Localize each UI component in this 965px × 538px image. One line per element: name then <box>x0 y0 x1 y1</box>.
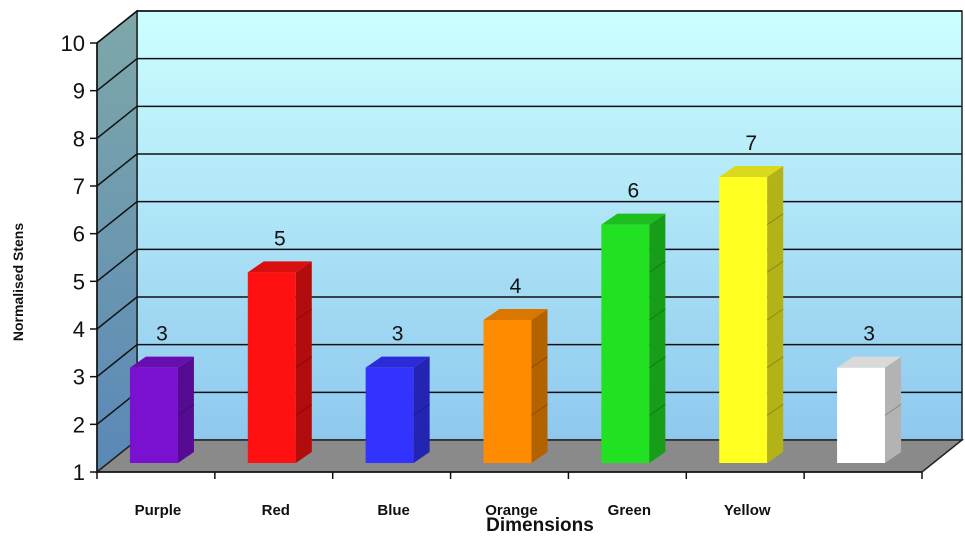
category-label: Orange <box>485 502 538 519</box>
y-tick-label: 7 <box>73 174 85 199</box>
bar-front <box>129 367 178 463</box>
bar <box>365 356 430 463</box>
y-tick-label: 5 <box>73 269 85 294</box>
bar-segment <box>649 308 666 321</box>
bar-side <box>649 213 666 463</box>
bar-segment <box>766 213 784 226</box>
data-label: 5 <box>274 227 286 250</box>
bar-segment <box>531 403 548 416</box>
gridline-side <box>96 201 138 235</box>
bars <box>129 166 902 463</box>
labels: 1 2 3 4 5 6 7 8 9 10 3 Purple 5 Red 3 Blue 4 Orange 6 Green… <box>61 31 875 519</box>
bar <box>601 213 666 463</box>
y-tick-label: 2 <box>73 412 85 437</box>
data-label: 3 <box>156 323 168 346</box>
y-axis-title: Normalised Stens <box>10 223 26 341</box>
gridline-side <box>96 10 138 44</box>
bar-front <box>365 367 414 463</box>
category-label: Blue <box>377 502 410 519</box>
gridline-side <box>96 344 138 378</box>
bar-segment <box>766 308 784 321</box>
x-axis-title: Dimensions <box>486 515 594 536</box>
bar-front <box>837 367 886 463</box>
gridline-side <box>96 153 138 187</box>
bar-segment <box>413 403 430 416</box>
bar <box>483 309 548 463</box>
bar <box>247 261 313 463</box>
gridline-side <box>96 296 138 330</box>
bar-front <box>247 272 296 463</box>
y-tick-label: 6 <box>73 222 85 247</box>
data-label: 7 <box>745 132 757 155</box>
bar-segment <box>766 403 784 416</box>
bar-segment <box>649 260 666 273</box>
gridline-side <box>96 105 138 139</box>
bar-top <box>247 261 312 273</box>
bar-front <box>483 320 532 463</box>
data-label: 3 <box>863 323 875 346</box>
bar-top <box>129 356 194 368</box>
bar-segment <box>884 403 902 416</box>
bar-segment <box>766 260 784 273</box>
data-label: 4 <box>510 275 522 298</box>
category-label: Red <box>262 502 290 519</box>
y-tick-label: 4 <box>73 317 85 342</box>
bar-side <box>531 309 548 463</box>
bar-segment <box>177 403 195 416</box>
data-label: 6 <box>628 180 640 203</box>
bar-top <box>837 356 902 368</box>
bar <box>837 356 902 463</box>
y-tick-label: 8 <box>73 126 85 151</box>
gridline-side <box>96 248 138 282</box>
bar-front <box>601 224 650 463</box>
bar <box>719 166 784 463</box>
bar-segment <box>649 403 666 416</box>
y-tick-label: 9 <box>73 79 85 104</box>
gridline-side <box>96 58 138 92</box>
y-tick-label: 3 <box>73 365 85 390</box>
bar-top <box>365 356 430 368</box>
y-tick-label: 10 <box>61 31 85 56</box>
data-label: 3 <box>392 323 404 346</box>
category-label: Purple <box>135 502 182 519</box>
bar-segment <box>295 356 313 369</box>
bar <box>129 356 195 463</box>
bar-segment <box>766 356 784 369</box>
bar-segment <box>649 356 666 369</box>
bar-segment <box>295 403 313 416</box>
gridlines <box>90 10 962 473</box>
bar-segment <box>531 356 548 369</box>
bar-segment <box>295 308 313 321</box>
bar-top <box>601 213 666 225</box>
bar-top <box>719 166 784 177</box>
category-label: Yellow <box>724 502 771 519</box>
category-label: Green <box>608 502 651 519</box>
bar-front <box>719 177 768 463</box>
y-tick-label: 1 <box>73 460 85 485</box>
bar-top <box>483 309 548 320</box>
